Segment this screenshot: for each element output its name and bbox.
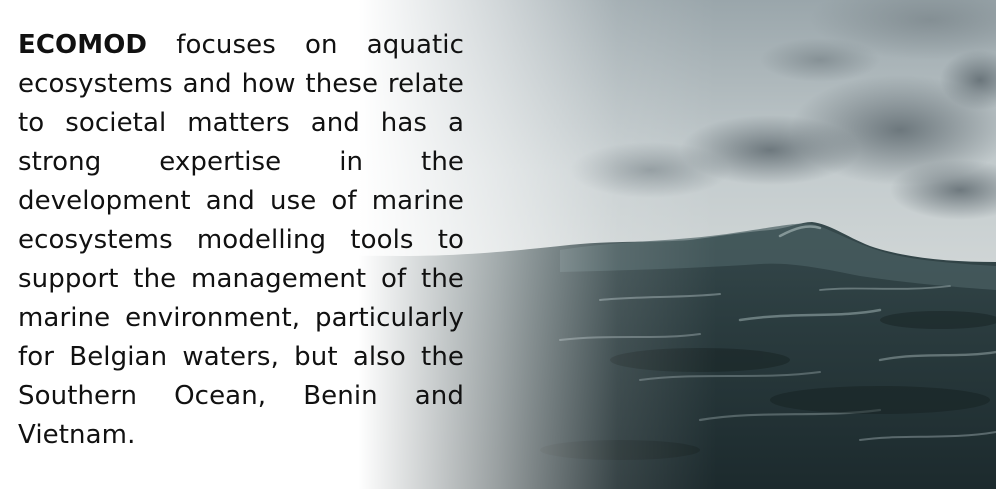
brand-name: ECOMOD — [18, 30, 148, 60]
description-text: focuses on aquatic ecosystems and how th… — [18, 30, 464, 450]
description-paragraph: ECOMOD focuses on aquatic ecosystems and… — [18, 26, 464, 455]
